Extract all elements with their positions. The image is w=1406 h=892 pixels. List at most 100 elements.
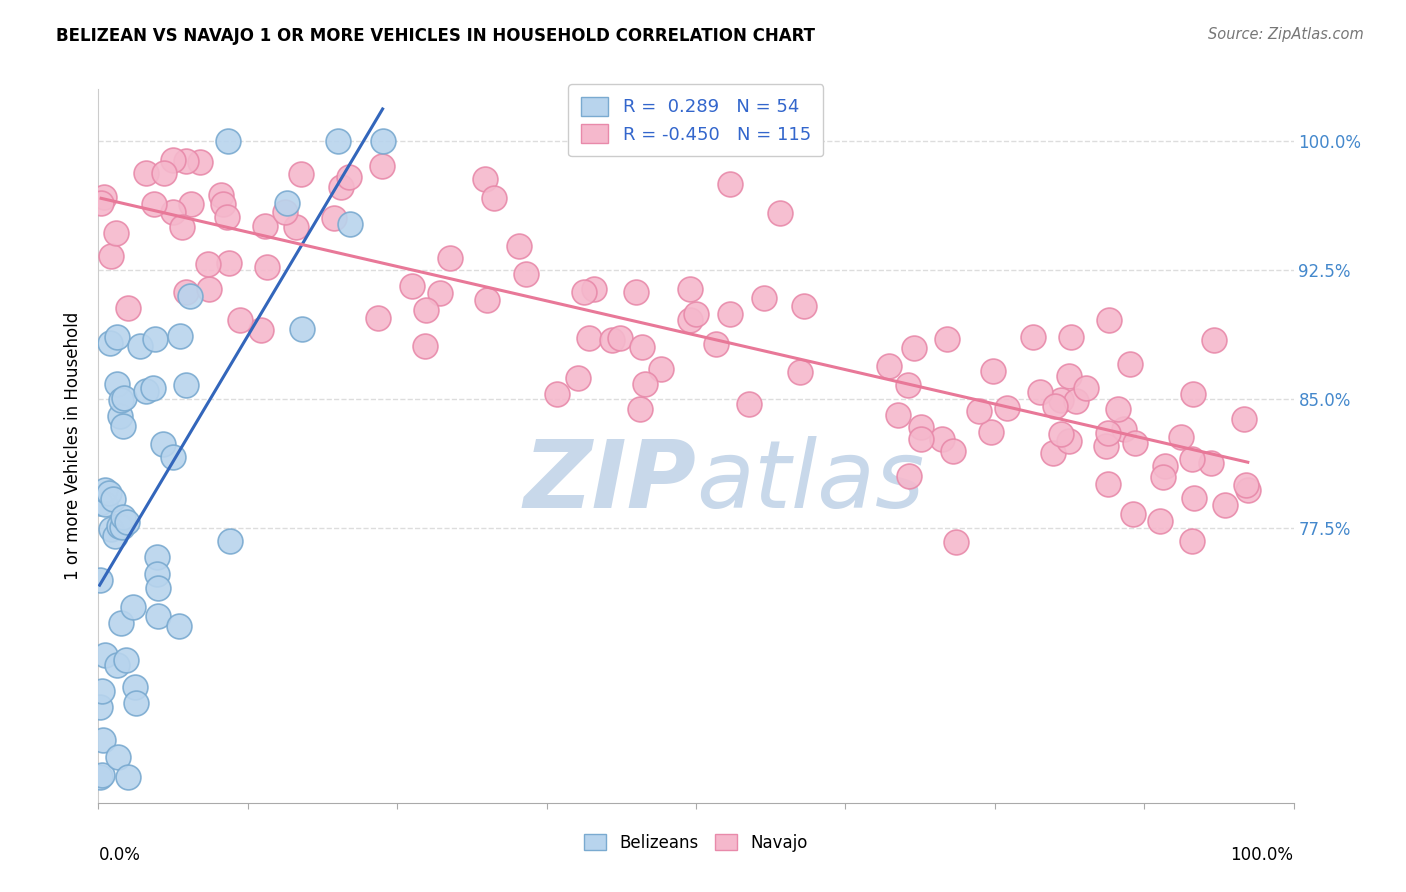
- Point: [89, 700, 111, 714]
- Point: [337, 169, 360, 184]
- Point: [170, 219, 193, 234]
- Point: [679, 282, 702, 296]
- Point: [107, 658, 129, 673]
- Point: [429, 285, 451, 300]
- Point: [122, 599, 145, 614]
- Point: [117, 301, 139, 316]
- Point: [135, 165, 157, 179]
- Point: [1064, 393, 1087, 408]
- Point: [339, 217, 361, 231]
- Point: [112, 392, 135, 406]
- Point: [508, 239, 530, 253]
- Point: [1050, 427, 1073, 442]
- Point: [94, 497, 117, 511]
- Point: [212, 196, 235, 211]
- Point: [129, 339, 152, 353]
- Point: [936, 332, 959, 346]
- Point: [152, 166, 174, 180]
- Point: [1112, 422, 1135, 436]
- Point: [367, 310, 389, 325]
- Point: [290, 167, 312, 181]
- Point: [107, 519, 129, 533]
- Point: [967, 404, 990, 418]
- Point: [98, 335, 121, 350]
- Point: [738, 397, 761, 411]
- Point: [578, 330, 600, 344]
- Point: [90, 196, 112, 211]
- Point: [789, 366, 811, 380]
- Point: [634, 377, 657, 392]
- Point: [110, 409, 132, 424]
- Text: BELIZEAN VS NAVAJO 1 OR MORE VEHICLES IN HOUSEHOLD CORRELATION CHART: BELIZEAN VS NAVAJO 1 OR MORE VEHICLES IN…: [56, 27, 815, 45]
- Point: [752, 291, 775, 305]
- Point: [1182, 491, 1205, 505]
- Point: [218, 256, 240, 270]
- Point: [143, 332, 166, 346]
- Text: 0.0%: 0.0%: [98, 846, 141, 863]
- Point: [328, 134, 350, 148]
- Point: [93, 189, 115, 203]
- Point: [1097, 426, 1119, 441]
- Point: [685, 307, 707, 321]
- Point: [179, 289, 201, 303]
- Point: [718, 307, 741, 321]
- Point: [898, 469, 921, 483]
- Point: [413, 339, 436, 353]
- Point: [609, 331, 631, 345]
- Point: [100, 522, 122, 536]
- Point: [112, 509, 135, 524]
- Point: [482, 191, 505, 205]
- Point: [1043, 399, 1066, 413]
- Point: [253, 219, 276, 233]
- Point: [1042, 446, 1064, 460]
- Point: [995, 401, 1018, 415]
- Point: [125, 696, 148, 710]
- Point: [887, 408, 910, 422]
- Point: [115, 652, 138, 666]
- Point: [1213, 498, 1236, 512]
- Point: [143, 197, 166, 211]
- Point: [910, 432, 932, 446]
- Point: [546, 387, 568, 401]
- Point: [1181, 452, 1204, 467]
- Point: [103, 492, 125, 507]
- Point: [215, 210, 238, 224]
- Legend: Belizeans, Navajo: Belizeans, Navajo: [578, 828, 814, 859]
- Point: [769, 205, 792, 219]
- Point: [117, 516, 139, 530]
- Point: [89, 496, 111, 510]
- Point: [104, 226, 127, 240]
- Point: [474, 172, 496, 186]
- Point: [1153, 458, 1175, 473]
- Point: [169, 329, 191, 343]
- Point: [91, 732, 114, 747]
- Point: [146, 566, 169, 581]
- Point: [94, 648, 117, 663]
- Point: [1170, 429, 1192, 443]
- Point: [1122, 507, 1144, 521]
- Point: [628, 401, 651, 416]
- Point: [217, 134, 239, 148]
- Point: [174, 285, 197, 300]
- Point: [219, 534, 242, 549]
- Point: [1236, 483, 1258, 497]
- Point: [104, 529, 127, 543]
- Point: [477, 293, 499, 308]
- Point: [415, 303, 437, 318]
- Point: [91, 684, 114, 698]
- Point: [105, 377, 128, 392]
- Point: [89, 770, 111, 784]
- Point: [209, 188, 232, 202]
- Point: [180, 197, 202, 211]
- Point: [169, 618, 191, 632]
- Point: [877, 359, 900, 373]
- Point: [322, 211, 344, 225]
- Point: [229, 313, 252, 327]
- Point: [1118, 358, 1140, 372]
- Point: [1029, 384, 1052, 399]
- Point: [285, 220, 308, 235]
- Point: [117, 770, 139, 784]
- Point: [1098, 313, 1121, 327]
- Point: [107, 750, 129, 764]
- Point: [110, 392, 132, 407]
